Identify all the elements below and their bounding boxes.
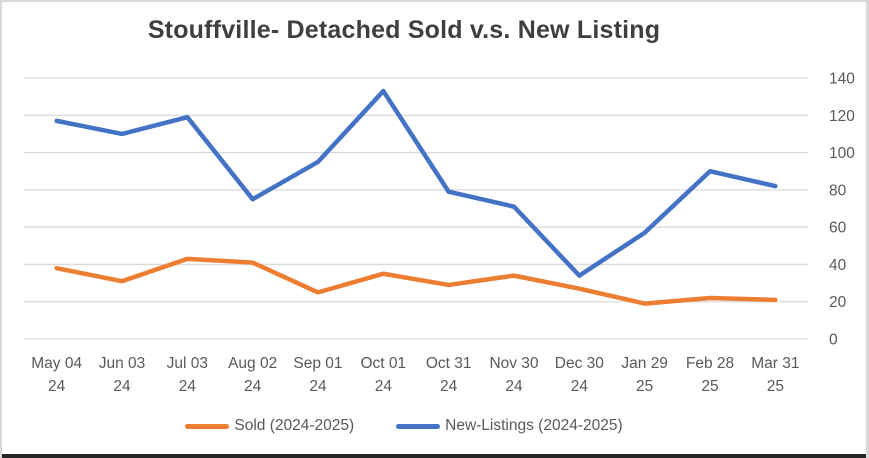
y-tick-label: 100: [829, 145, 855, 162]
line-chart-plot-area: 0 20 40 60 80 100 120 140 May 04 24 Jun 03 24 Jul 03…: [24, 71, 855, 395]
x-tick-label: Oct 01 24: [360, 355, 406, 395]
x-tick-label: Mar 31 25: [751, 355, 799, 395]
legend-label-sold: Sold (2024-2025): [234, 417, 355, 434]
series-line-new-listings: [54, 88, 778, 278]
new-listings-line-swatch: [396, 423, 441, 429]
x-tick-label: May 04 24: [31, 355, 82, 395]
x-tick-label: Sep 01 24: [293, 355, 342, 395]
y-tick-label: 140: [829, 71, 855, 88]
x-tick-label: Nov 30 24: [489, 355, 538, 395]
x-tick-label: Jan 29 25: [621, 355, 668, 395]
chart-title: Stouffville- Detached Sold v.s. New List…: [147, 16, 661, 44]
sold-line-swatch: [185, 423, 230, 429]
y-tick-label: 0: [829, 332, 838, 349]
y-tick-label: 80: [829, 182, 847, 199]
legend-item-sold: Sold (2024-2025): [185, 417, 354, 435]
legend-label-new-listings: New-Listings (2024-2025): [445, 417, 623, 434]
legend-item-new-listings: New-Listings (2024-2025): [396, 417, 623, 435]
x-tick-label: Oct 31 24: [426, 355, 472, 395]
y-tick-label: 20: [829, 294, 847, 311]
chart-legend: Sold (2024-2025) New-Listings (2024-2025…: [2, 417, 806, 435]
bottom-border-bar: [2, 454, 866, 458]
series-line-sold: [54, 256, 778, 306]
x-tick-label: Aug 02 24: [228, 355, 277, 395]
x-tick-label: Jul 03 24: [167, 355, 208, 395]
y-tick-label: 40: [829, 257, 847, 274]
x-tick-label: Dec 30 24: [555, 355, 604, 395]
y-tick-label: 60: [829, 220, 847, 237]
x-tick-label: Feb 28 25: [686, 355, 734, 395]
x-tick-label: Jun 03 24: [99, 355, 146, 395]
y-tick-label: 120: [829, 108, 855, 125]
